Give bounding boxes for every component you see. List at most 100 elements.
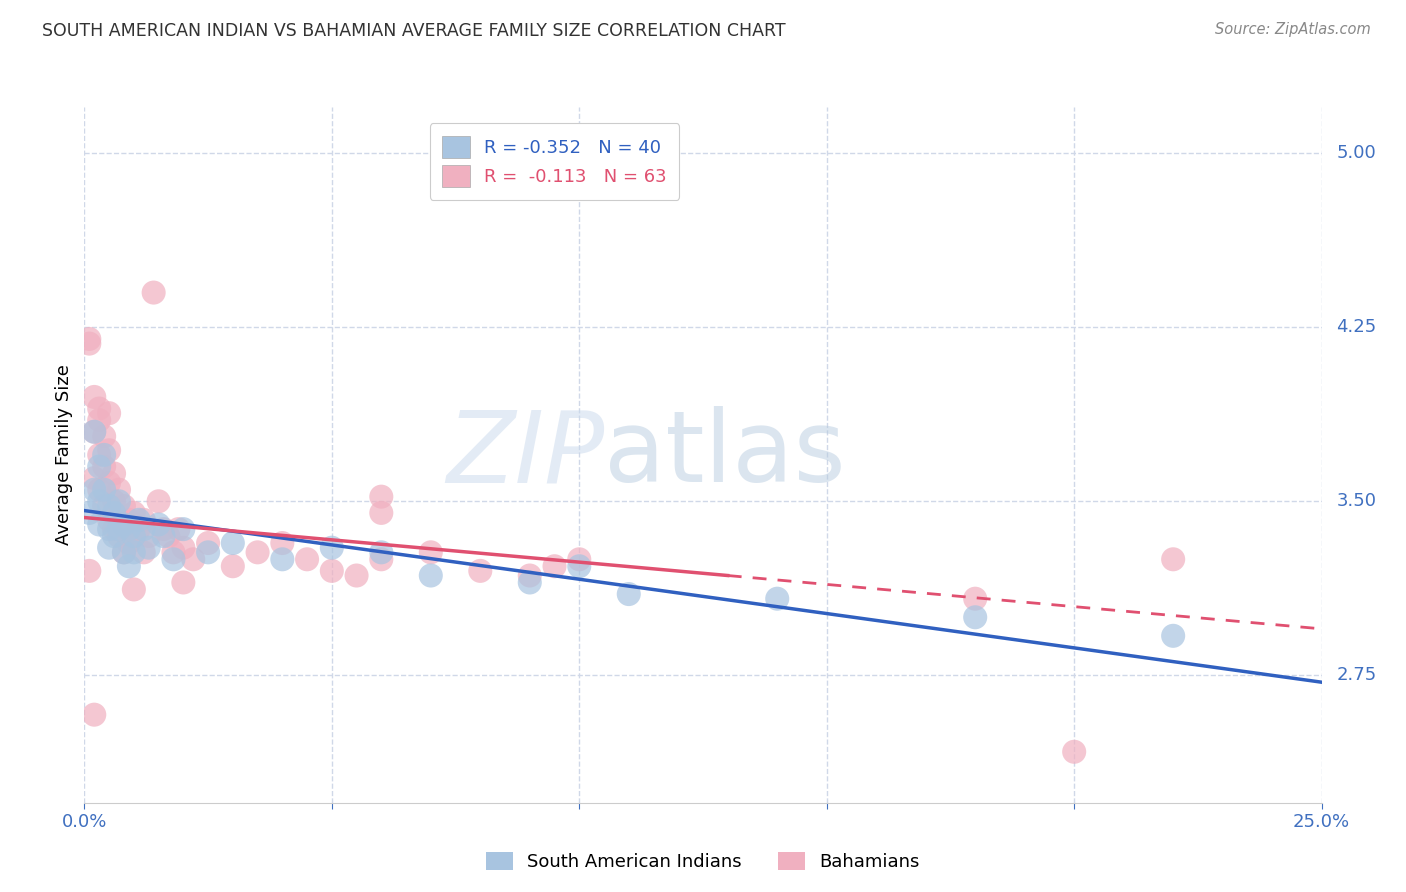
Point bbox=[1063, 745, 1085, 759]
Point bbox=[103, 467, 125, 481]
Point bbox=[965, 610, 987, 624]
Point bbox=[89, 448, 111, 462]
Point bbox=[103, 522, 125, 536]
Point bbox=[108, 529, 131, 543]
Point bbox=[98, 541, 121, 555]
Point bbox=[93, 483, 115, 497]
Point bbox=[118, 513, 141, 527]
Point bbox=[197, 536, 219, 550]
Point bbox=[246, 545, 269, 559]
Point bbox=[112, 517, 135, 532]
Point bbox=[93, 429, 115, 443]
Point bbox=[148, 494, 170, 508]
Point bbox=[543, 559, 565, 574]
Point bbox=[98, 443, 121, 458]
Point bbox=[108, 513, 131, 527]
Point bbox=[112, 499, 135, 513]
Point bbox=[79, 506, 101, 520]
Point bbox=[103, 494, 125, 508]
Text: Source: ZipAtlas.com: Source: ZipAtlas.com bbox=[1215, 22, 1371, 37]
Point bbox=[617, 587, 640, 601]
Point bbox=[138, 529, 160, 543]
Point bbox=[321, 541, 343, 555]
Point bbox=[766, 591, 789, 606]
Point bbox=[83, 390, 105, 404]
Point bbox=[89, 459, 111, 474]
Point bbox=[83, 483, 105, 497]
Point bbox=[103, 529, 125, 543]
Text: 2.75: 2.75 bbox=[1337, 666, 1376, 684]
Point bbox=[519, 575, 541, 590]
Point bbox=[162, 552, 184, 566]
Point bbox=[222, 559, 245, 574]
Point bbox=[181, 552, 204, 566]
Point bbox=[1161, 629, 1184, 643]
Point bbox=[79, 564, 101, 578]
Point bbox=[122, 529, 145, 543]
Point bbox=[132, 513, 155, 527]
Point bbox=[370, 552, 392, 566]
Point bbox=[98, 406, 121, 420]
Point bbox=[98, 522, 121, 536]
Point bbox=[89, 483, 111, 497]
Point bbox=[98, 513, 121, 527]
Point bbox=[197, 545, 219, 559]
Text: atlas: atlas bbox=[605, 407, 845, 503]
Point bbox=[93, 499, 115, 513]
Point bbox=[346, 568, 368, 582]
Point bbox=[167, 522, 190, 536]
Point bbox=[419, 545, 441, 559]
Point bbox=[122, 506, 145, 520]
Point bbox=[118, 559, 141, 574]
Point bbox=[89, 494, 111, 508]
Point bbox=[98, 475, 121, 490]
Point bbox=[370, 506, 392, 520]
Point bbox=[79, 336, 101, 351]
Point bbox=[271, 552, 294, 566]
Point bbox=[172, 541, 194, 555]
Point bbox=[103, 506, 125, 520]
Point bbox=[470, 564, 492, 578]
Point bbox=[108, 483, 131, 497]
Point bbox=[172, 575, 194, 590]
Point bbox=[370, 545, 392, 559]
Point bbox=[162, 545, 184, 559]
Point bbox=[122, 545, 145, 559]
Point bbox=[295, 552, 318, 566]
Point bbox=[128, 513, 150, 527]
Point bbox=[122, 529, 145, 543]
Point bbox=[93, 448, 115, 462]
Point bbox=[112, 545, 135, 559]
Point bbox=[568, 559, 591, 574]
Point bbox=[122, 582, 145, 597]
Point bbox=[321, 564, 343, 578]
Point bbox=[118, 522, 141, 536]
Legend: South American Indians, Bahamians: South American Indians, Bahamians bbox=[478, 845, 928, 879]
Point bbox=[108, 494, 131, 508]
Point bbox=[128, 522, 150, 536]
Point bbox=[98, 499, 121, 513]
Point bbox=[83, 707, 105, 722]
Point bbox=[419, 568, 441, 582]
Point bbox=[83, 425, 105, 439]
Point bbox=[79, 332, 101, 346]
Point bbox=[83, 425, 105, 439]
Legend: R = -0.352   N = 40, R =  -0.113   N = 63: R = -0.352 N = 40, R = -0.113 N = 63 bbox=[430, 123, 679, 200]
Text: SOUTH AMERICAN INDIAN VS BAHAMIAN AVERAGE FAMILY SIZE CORRELATION CHART: SOUTH AMERICAN INDIAN VS BAHAMIAN AVERAG… bbox=[42, 22, 786, 40]
Point bbox=[1161, 552, 1184, 566]
Point bbox=[112, 545, 135, 559]
Point bbox=[152, 522, 174, 536]
Point bbox=[132, 522, 155, 536]
Point bbox=[519, 568, 541, 582]
Point bbox=[370, 490, 392, 504]
Point bbox=[271, 536, 294, 550]
Point bbox=[152, 529, 174, 543]
Point bbox=[118, 536, 141, 550]
Point bbox=[89, 413, 111, 427]
Point bbox=[148, 517, 170, 532]
Text: 3.50: 3.50 bbox=[1337, 492, 1376, 510]
Point bbox=[89, 517, 111, 532]
Point bbox=[138, 541, 160, 555]
Point bbox=[108, 522, 131, 536]
Point bbox=[83, 471, 105, 485]
